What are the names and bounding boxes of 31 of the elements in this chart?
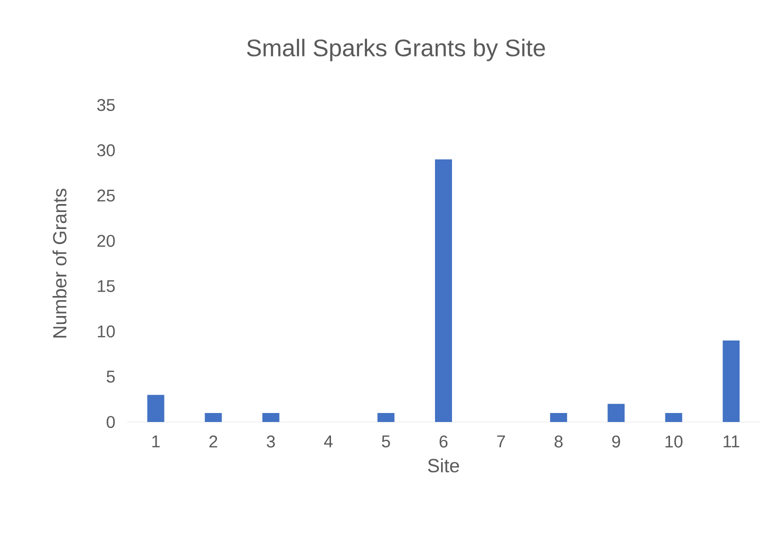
x-tick-label: 5: [382, 436, 390, 448]
x-tick-label: 11: [724, 436, 740, 448]
y-tick-label: 20: [97, 234, 115, 247]
bar: [550, 412, 568, 422]
x-tick-label: 6: [440, 436, 448, 448]
y-tick-label: 15: [98, 280, 115, 292]
x-tick-label: 10: [666, 436, 682, 448]
bar: [665, 412, 682, 422]
bar: [377, 412, 394, 422]
x-tick-label: 4: [324, 436, 333, 448]
bar: [722, 340, 740, 422]
x-tick-label: 3: [266, 436, 275, 448]
bar: [608, 404, 625, 422]
x-tick-label: 7: [497, 436, 505, 448]
y-axis-title: Number of Grants: [52, 188, 67, 338]
bar: [204, 412, 222, 422]
y-tick-label: 35: [97, 98, 115, 112]
bar: [262, 412, 280, 422]
y-tick-label: 10: [98, 325, 115, 338]
x-tick-label: 1: [152, 436, 160, 448]
y-tick-label: 30: [97, 144, 115, 156]
y-tick-label: 5: [106, 370, 115, 383]
y-tick-label: 25: [97, 190, 115, 202]
x-tick-label: 9: [612, 436, 620, 448]
x-tick-label: 8: [554, 436, 563, 448]
x-axis-title: Site: [428, 458, 460, 472]
bar: [435, 159, 452, 422]
chart-title: Small Sparks Grants by Site: [247, 38, 545, 62]
y-tick-label: 0: [106, 416, 115, 428]
x-tick-label: 2: [209, 436, 218, 448]
bar: [147, 394, 164, 422]
